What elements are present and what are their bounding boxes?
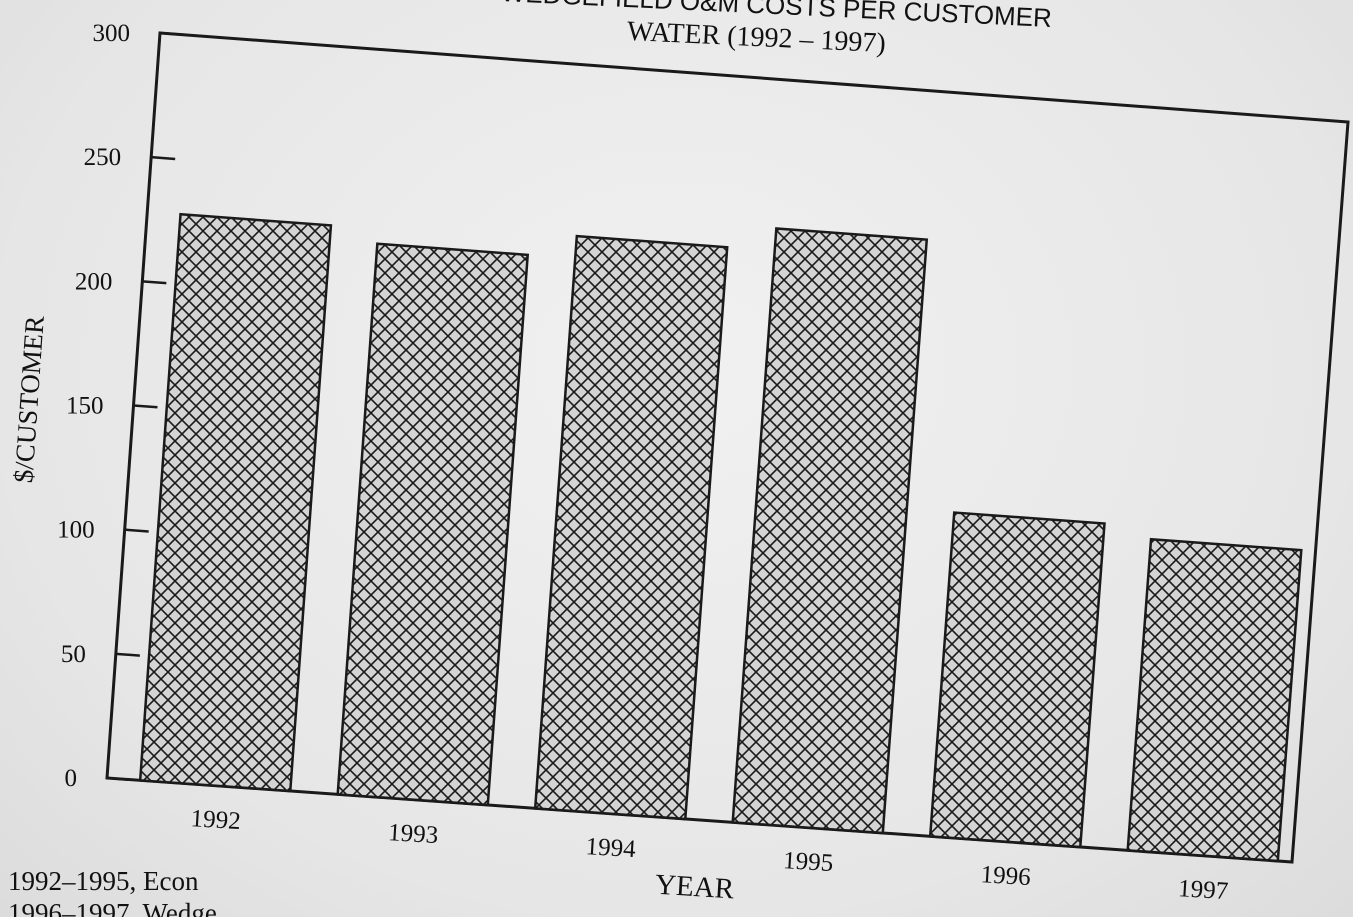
y-tick-label: 150: [66, 393, 104, 420]
x-tick-label: 1996: [980, 861, 1032, 891]
x-tick-label: 1992: [190, 805, 242, 835]
x-tick-label: 1994: [585, 833, 637, 863]
x-tick-label: 1993: [387, 819, 439, 849]
bar-1996: [928, 511, 1106, 849]
y-tick-label: 250: [84, 144, 122, 171]
bar-1992: [138, 212, 333, 793]
y-tick-label: 50: [61, 641, 86, 668]
footnote-line-2: 1996–1997, Wedge: [8, 898, 217, 917]
y-tick-label: 100: [57, 517, 95, 544]
footnote-line-1: 1992–1995, Econ: [8, 866, 199, 896]
bar-1997: [1126, 537, 1303, 863]
bars-group: [138, 212, 1303, 863]
y-tick-label: 300: [93, 20, 131, 47]
y-tick-label: 0: [65, 765, 78, 792]
y-tick-mark: [159, 31, 185, 37]
y-tick-mark: [151, 155, 176, 161]
y-tick-mark: [124, 528, 149, 533]
y-axis-title: $/CUSTOMER: [8, 315, 50, 484]
x-axis-title: YEAR: [654, 869, 735, 906]
y-tick-mark: [133, 404, 158, 409]
y-tick-label: 200: [75, 268, 113, 295]
y-tick-mark: [142, 280, 167, 285]
bar-1995: [731, 227, 929, 835]
x-axis-labels: 1992 1993 1994 1995 1996 1997: [190, 805, 1229, 905]
y-axis: 0 50 100 150 200 250 300: [57, 20, 185, 792]
bar-1994: [533, 234, 729, 821]
y-tick-mark: [106, 776, 132, 782]
x-tick-label: 1997: [1177, 875, 1229, 905]
y-tick-mark: [115, 652, 140, 657]
x-tick-label: 1995: [782, 847, 834, 877]
bar-1993: [336, 242, 530, 807]
